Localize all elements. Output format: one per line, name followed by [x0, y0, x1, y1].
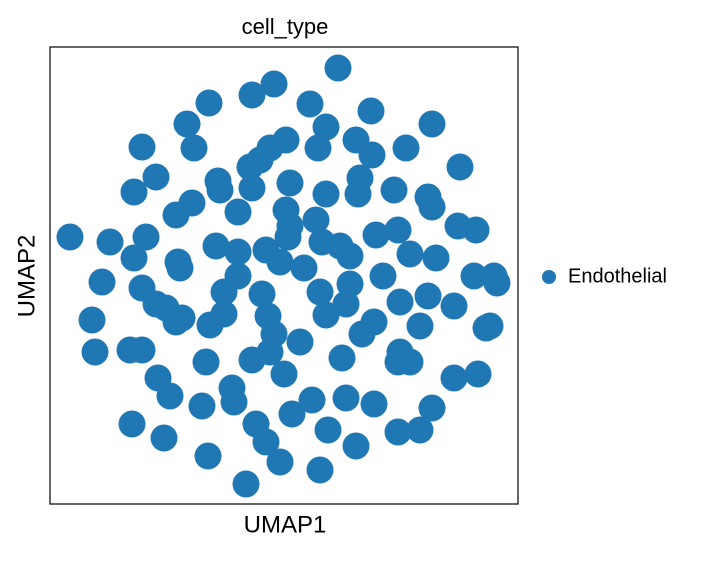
point	[446, 153, 474, 181]
point	[252, 428, 280, 456]
point	[180, 134, 208, 162]
point	[406, 312, 434, 340]
point	[360, 390, 388, 418]
point	[194, 442, 222, 470]
point	[188, 392, 216, 420]
point	[360, 308, 388, 336]
plot-frame	[49, 46, 519, 505]
legend-label: Endothelial	[568, 265, 667, 287]
point	[406, 416, 434, 444]
x-axis-label: UMAP1	[244, 511, 327, 538]
point	[392, 134, 420, 162]
legend-marker	[542, 270, 556, 284]
point	[150, 424, 178, 452]
point	[314, 416, 342, 444]
point	[88, 268, 116, 296]
point	[462, 216, 490, 244]
point	[476, 312, 504, 340]
point	[236, 153, 264, 181]
point	[270, 360, 298, 388]
point	[362, 221, 390, 249]
point	[248, 280, 276, 308]
point	[344, 180, 372, 208]
point	[266, 248, 294, 276]
point	[384, 418, 412, 446]
point	[238, 81, 266, 109]
point	[276, 169, 304, 197]
point	[210, 278, 238, 306]
point	[162, 308, 190, 336]
point	[357, 97, 385, 125]
point	[483, 269, 511, 297]
point	[286, 328, 314, 356]
chart-title: cell_type	[242, 14, 329, 39]
point	[195, 89, 223, 117]
point	[120, 244, 148, 272]
point	[166, 254, 194, 282]
point	[460, 262, 488, 290]
point	[96, 228, 124, 256]
point	[56, 223, 84, 251]
point	[298, 386, 326, 414]
point	[120, 178, 148, 206]
point	[380, 176, 408, 204]
point	[306, 278, 334, 306]
point	[142, 163, 170, 191]
point	[78, 306, 106, 334]
point	[312, 180, 340, 208]
point	[220, 388, 248, 416]
point	[290, 254, 318, 282]
point	[224, 198, 252, 226]
point	[302, 206, 330, 234]
point	[162, 201, 190, 229]
point	[464, 360, 492, 388]
point	[386, 338, 414, 366]
point	[336, 242, 364, 270]
point	[296, 90, 324, 118]
point	[386, 288, 414, 316]
point	[384, 216, 412, 244]
point	[332, 384, 360, 412]
point	[238, 174, 266, 202]
point	[418, 193, 446, 221]
point	[192, 348, 220, 376]
point	[369, 262, 397, 290]
point	[276, 212, 304, 240]
point	[328, 344, 356, 372]
point	[202, 232, 230, 260]
point	[342, 432, 370, 460]
point	[278, 400, 306, 428]
point	[418, 394, 446, 422]
point	[260, 70, 288, 98]
point	[306, 456, 334, 484]
point	[232, 470, 260, 498]
point	[206, 176, 234, 204]
point	[324, 54, 352, 82]
point	[332, 290, 360, 318]
point	[304, 134, 332, 162]
point	[81, 338, 109, 366]
point	[210, 300, 238, 328]
point	[312, 113, 340, 141]
point	[256, 338, 284, 366]
point	[396, 240, 424, 268]
point	[118, 410, 146, 438]
point	[312, 301, 340, 329]
point	[173, 110, 201, 138]
point	[266, 448, 294, 476]
point	[128, 336, 156, 364]
point	[414, 282, 442, 310]
point	[440, 364, 468, 392]
point	[440, 292, 468, 320]
point	[128, 133, 156, 161]
point	[156, 382, 184, 410]
point	[418, 110, 446, 138]
point	[422, 244, 450, 272]
point	[358, 141, 386, 169]
point	[336, 270, 364, 298]
point	[224, 238, 252, 266]
y-axis-label: UMAP2	[13, 235, 40, 318]
point	[132, 223, 160, 251]
